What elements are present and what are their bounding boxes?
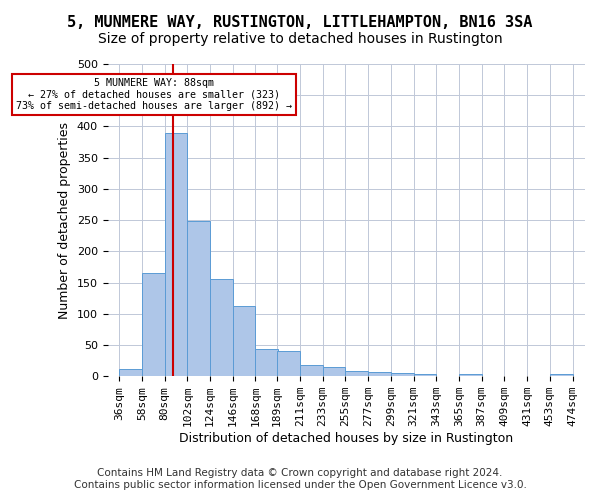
Bar [368, 372, 391, 376]
Bar [391, 373, 413, 376]
Y-axis label: Number of detached properties: Number of detached properties [58, 122, 71, 318]
Text: Size of property relative to detached houses in Rustington: Size of property relative to detached ho… [98, 32, 502, 46]
Bar [119, 370, 142, 376]
Bar [187, 222, 210, 376]
Bar [233, 306, 256, 376]
X-axis label: Distribution of detached houses by size in Rustington: Distribution of detached houses by size … [179, 432, 514, 445]
Bar [164, 132, 187, 376]
Text: Contains HM Land Registry data © Crown copyright and database right 2024.
Contai: Contains HM Land Registry data © Crown c… [74, 468, 526, 490]
Bar [550, 374, 572, 376]
Bar [459, 374, 482, 376]
Bar [346, 370, 368, 376]
Bar [210, 279, 233, 376]
Bar [300, 365, 323, 376]
Bar [142, 273, 164, 376]
Bar [413, 374, 436, 376]
Bar [256, 350, 278, 376]
Text: 5, MUNMERE WAY, RUSTINGTON, LITTLEHAMPTON, BN16 3SA: 5, MUNMERE WAY, RUSTINGTON, LITTLEHAMPTO… [67, 15, 533, 30]
Bar [323, 368, 346, 376]
Text: 5 MUNMERE WAY: 88sqm
← 27% of detached houses are smaller (323)
73% of semi-deta: 5 MUNMERE WAY: 88sqm ← 27% of detached h… [16, 78, 292, 111]
Bar [277, 351, 300, 376]
